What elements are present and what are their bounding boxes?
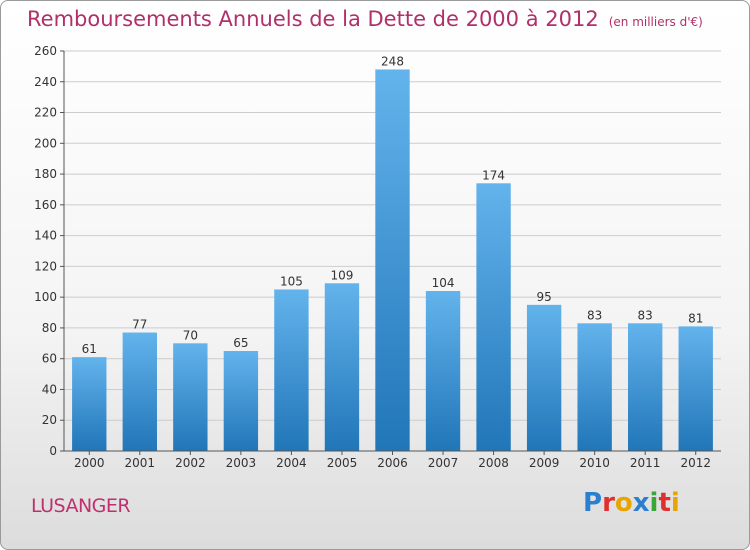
x-tick-label: 2000: [74, 456, 105, 470]
y-tick-label: 220: [34, 106, 57, 120]
x-tick-label: 2005: [327, 456, 358, 470]
bar-2001: [122, 332, 157, 451]
bar-2012: [678, 326, 713, 451]
y-tick-label: 140: [34, 229, 57, 243]
x-tick-label: 2003: [226, 456, 257, 470]
bar-2000: [72, 357, 107, 451]
axes: 0 20 40 60 80 100 120 140 160 180 200 220 240 260 2000…: [34, 44, 721, 470]
y-tick-label: 80: [42, 321, 57, 335]
x-tick-label: 2012: [680, 456, 711, 470]
bar-value-label: 77: [132, 318, 147, 332]
y-tick-label: 240: [34, 75, 57, 89]
bar-2011: [628, 323, 663, 451]
chart-title: Remboursements Annuels de la Dette de 20…: [27, 7, 703, 31]
logo-letter: P: [583, 488, 603, 518]
y-tick-label: 180: [34, 167, 57, 181]
x-tick-label: 2007: [428, 456, 459, 470]
bar-value-label: 83: [587, 308, 602, 322]
y-tick-label: 200: [34, 136, 57, 150]
proxiti-logo: Proxiti: [583, 488, 680, 518]
logo-letter: o: [614, 488, 633, 518]
bar-2005: [324, 283, 360, 451]
bar-value-label: 174: [482, 168, 505, 182]
bar-value-label: 65: [233, 336, 248, 350]
y-tick-label: 20: [42, 413, 57, 427]
title-text: Remboursements Annuels de la Dette de 20…: [27, 7, 599, 31]
x-tick-label: 2010: [579, 456, 610, 470]
bar-value-label: 83: [638, 308, 653, 322]
x-tick-label: 2002: [175, 456, 206, 470]
bar-value-label: 61: [82, 342, 97, 356]
y-tick-label: 120: [34, 259, 57, 273]
logo-letter: x: [632, 488, 650, 518]
bar-value-label: 70: [183, 328, 198, 342]
x-tick-label: 2001: [125, 456, 156, 470]
bar-2010: [577, 323, 612, 451]
x-tick-label: 2011: [630, 456, 661, 470]
bar-2003: [223, 351, 259, 451]
bar-value-label: 81: [688, 311, 703, 325]
x-tick-label: 2004: [276, 456, 307, 470]
x-tick-label: 2009: [529, 456, 560, 470]
bar-value-label: 95: [536, 290, 551, 304]
y-tick-label: 160: [34, 198, 57, 212]
y-tick-label: 100: [34, 290, 57, 304]
bar-value-label: 109: [331, 268, 354, 282]
x-tick-label: 2008: [478, 456, 509, 470]
bar-2009: [526, 304, 562, 451]
y-tick-label: 260: [34, 44, 57, 58]
bar-value-label: 248: [381, 54, 404, 68]
bar-2006: [375, 69, 410, 451]
bar-value-label: 104: [432, 276, 455, 290]
bar-2004: [274, 289, 309, 451]
y-tick-label: 40: [42, 382, 57, 396]
y-tick-label: 60: [42, 352, 57, 366]
bar-2007: [425, 291, 461, 451]
bars: 61 77 70 65 105 109 248 104 174 95 83 83 81: [72, 54, 713, 452]
chart-subtitle: (en milliers d'€): [608, 15, 703, 29]
logo-letter: r: [602, 488, 615, 518]
commune-name: LUSANGER: [31, 495, 131, 517]
y-tick-label: 0: [49, 444, 57, 458]
logo-letter: t: [658, 488, 671, 518]
bar-value-label: 105: [280, 274, 303, 288]
bar-2008: [476, 183, 511, 452]
logo-letter: i: [670, 488, 680, 518]
logo-letter: i: [649, 488, 659, 518]
bar-2002: [173, 343, 208, 451]
x-tick-label: 2006: [377, 456, 408, 470]
